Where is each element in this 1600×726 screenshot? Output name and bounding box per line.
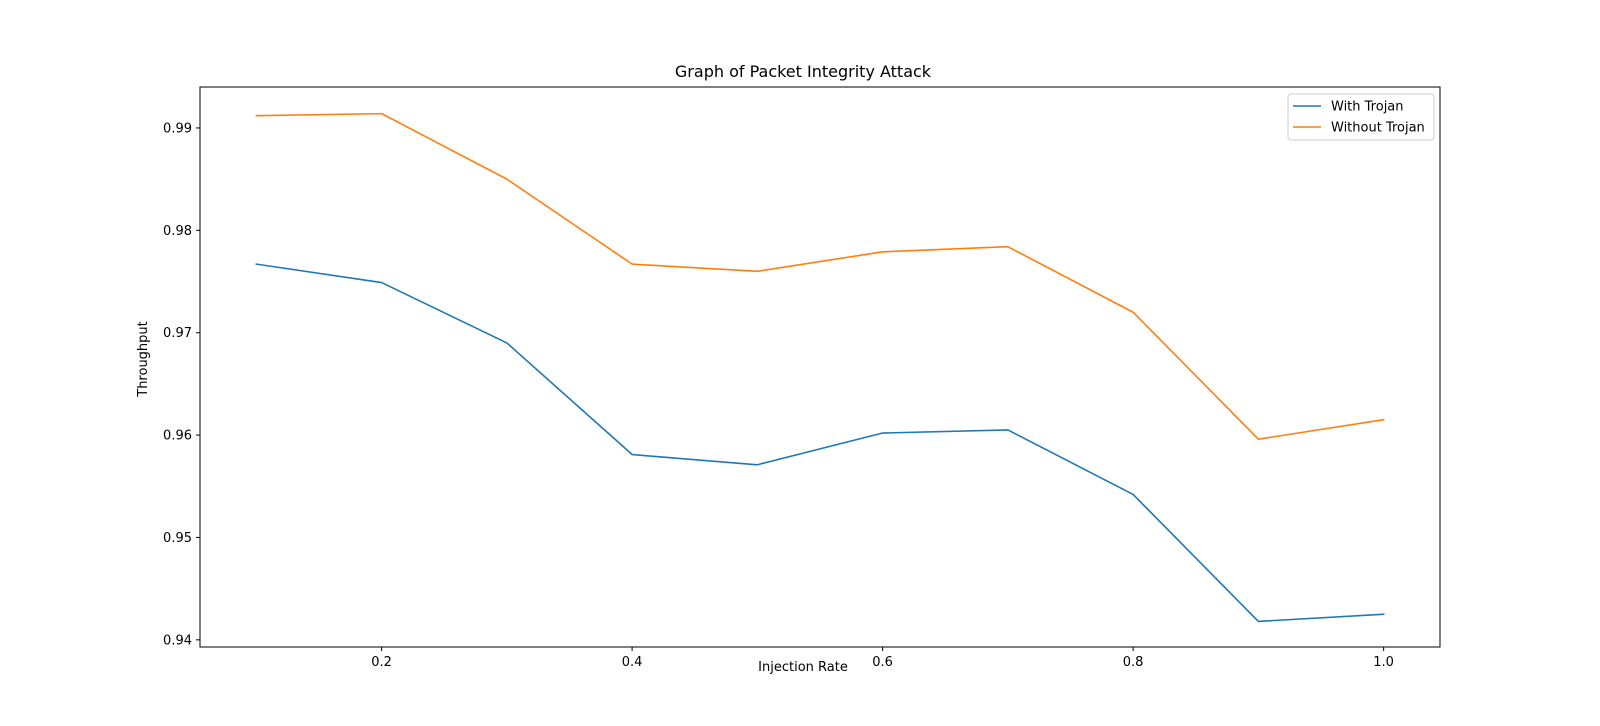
y-tick-label: 0.95 [163, 531, 192, 546]
y-tick-label: 0.94 [163, 633, 192, 648]
series-line-1 [255, 263, 1385, 623]
legend-label-2: Without Trojan [1331, 121, 1425, 136]
y-tick-label: 0.98 [163, 224, 192, 239]
x-tick-label: 0.4 [622, 655, 643, 670]
plot-area: 0.2 0.4 0.6 0.8 1.0 0.94 0.95 0.96 0.97 0.98 0.99 [163, 86, 1441, 670]
y-tick-label: 0.96 [163, 429, 192, 444]
x-tick-label: 0.8 [1123, 655, 1144, 670]
y-tick-label: 0.99 [163, 121, 192, 136]
x-tick-label: 0.6 [872, 655, 893, 670]
series-line-2 [255, 112, 1385, 440]
legend-box [1287, 93, 1435, 141]
chart-title: Graph of Packet Integrity Attack [675, 62, 932, 81]
x-tick-label: 1.0 [1373, 655, 1394, 670]
axes-frame [199, 86, 1441, 648]
y-tick-label: 0.97 [163, 326, 192, 341]
legend: With Trojan Without Trojan [1287, 93, 1435, 141]
x-tick-label: 0.2 [371, 655, 392, 670]
y-axis-title: Throughput [136, 321, 151, 398]
x-axis-title: Injection Rate [758, 660, 848, 675]
legend-label-1: With Trojan [1331, 100, 1404, 115]
